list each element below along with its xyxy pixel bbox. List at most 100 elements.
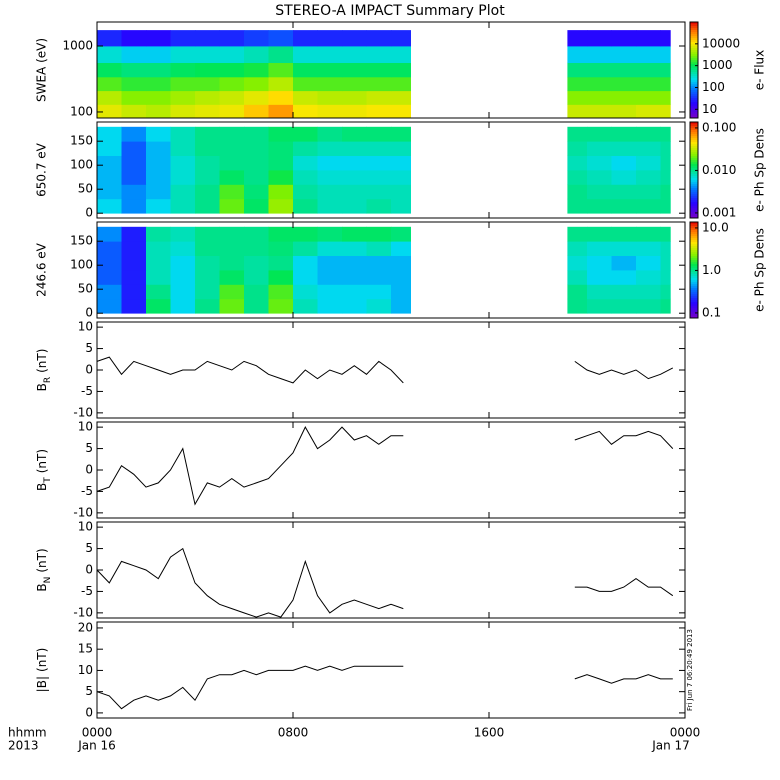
spectrogram-cell <box>342 226 367 242</box>
spectrogram-cell <box>97 104 122 119</box>
spectrogram-cell <box>342 45 367 64</box>
colorbar-segment <box>690 288 698 291</box>
spectrogram-cell <box>244 76 269 92</box>
spectrogram-cell <box>219 198 245 214</box>
spectrogram-cell <box>97 198 122 214</box>
spectrogram-cell <box>195 298 220 314</box>
colorbar-segment <box>690 316 698 319</box>
colorbar-segment <box>690 268 698 271</box>
colorbar-segment <box>690 230 698 233</box>
spectrogram-cell <box>636 226 661 242</box>
colorbar-segment <box>690 114 698 117</box>
colorbar-segment <box>690 86 698 89</box>
spectrogram-cell <box>366 226 392 242</box>
colorbar-segment <box>690 282 698 285</box>
colorbar-segment <box>690 244 698 247</box>
spectrogram-cell <box>567 104 588 119</box>
colorbar-segment <box>690 194 698 197</box>
spectrogram-cell <box>567 198 588 214</box>
colorbar-segment <box>690 296 698 299</box>
spectrogram-cell <box>293 104 318 119</box>
y-tick-label: 10 <box>78 320 93 334</box>
spectrogram-cell <box>268 298 294 314</box>
spectrogram-cell <box>170 270 196 285</box>
spectrogram-cell <box>611 270 637 285</box>
colorbar-segment <box>690 104 698 107</box>
spectrogram-cell <box>366 298 392 314</box>
colorbar-segment <box>690 178 698 181</box>
spectrogram-cell <box>268 141 294 156</box>
y-axis-label-unit: (nT) <box>35 648 49 672</box>
spectrogram-cell <box>317 226 343 242</box>
spectrogram-cell <box>366 90 392 105</box>
spectrogram-cell <box>146 270 171 285</box>
data-line <box>96 665 673 710</box>
spectrogram-cell <box>636 155 661 171</box>
spectrogram-cell <box>219 30 245 47</box>
colorbar-segment <box>690 204 698 207</box>
spectrogram-cell <box>567 45 588 64</box>
spectrogram-cell <box>146 170 171 185</box>
spectrogram-cell <box>268 198 294 214</box>
spectrogram-cell <box>567 90 588 105</box>
spectrogram-cell <box>587 270 612 285</box>
spectrogram-cell <box>567 255 588 271</box>
spectrogram-cell <box>268 104 294 119</box>
x-date-label: Jan 16 <box>77 739 116 753</box>
spectrogram-cell <box>391 184 411 200</box>
spectrogram-cell <box>567 30 588 47</box>
colorbar-segment <box>690 54 698 57</box>
spectrogram-cell <box>391 170 411 185</box>
spectrogram-cell <box>170 90 196 105</box>
spectrogram-cell <box>195 90 220 105</box>
y-tick-label: 100 <box>70 104 93 118</box>
spectrogram-cell <box>567 126 588 142</box>
y-axis-label: BT (nT) <box>35 449 53 491</box>
spectrogram-cell <box>293 270 318 285</box>
spectrogram-cell <box>244 126 269 142</box>
y-axis-label-sub: T <box>43 477 53 484</box>
spectrogram-cell <box>391 90 411 105</box>
spectrogram-cell <box>366 170 392 185</box>
spectrogram-cell <box>391 255 411 271</box>
spectrogram-cell <box>587 76 612 92</box>
spectrogram-cell <box>244 241 269 256</box>
spectrogram-cell <box>244 155 269 171</box>
spectrogram-cell <box>587 298 612 314</box>
spectrogram-cell <box>170 284 196 300</box>
y-tick-label: 0 <box>85 563 93 577</box>
spectrogram-cell <box>244 255 269 271</box>
spectrogram-cell <box>611 298 637 314</box>
y-axis-label: SWEA (eV) <box>35 38 49 102</box>
spectrogram-cell <box>636 76 661 92</box>
spectrogram-cell <box>97 126 122 142</box>
spectrogram-cell <box>244 284 269 300</box>
colorbar-segment <box>690 158 698 161</box>
colorbar-segment <box>690 304 698 307</box>
spectrogram-cell <box>366 141 392 156</box>
spectrogram-cell <box>391 270 411 285</box>
colorbar-segment <box>690 298 698 301</box>
spectrogram-cell <box>293 45 318 64</box>
spectrogram-cell <box>636 170 661 185</box>
spectrogram-cell <box>317 284 343 300</box>
panel-frame <box>96 21 686 119</box>
spectrogram-cell <box>587 284 612 300</box>
colorbar-segment <box>690 142 698 145</box>
spectrogram-cell <box>391 30 411 47</box>
colorbar-segment <box>690 266 698 269</box>
spectrogram-cell <box>121 284 147 300</box>
colorbar-segment <box>690 98 698 101</box>
spectrogram-cell <box>268 184 294 200</box>
spectrogram-cell <box>660 62 671 78</box>
spectrogram-cell <box>268 155 294 171</box>
spectrogram-cell <box>121 184 147 200</box>
spectrogram-cell <box>391 226 411 242</box>
spectrogram-cell <box>587 155 612 171</box>
spectrogram-cell <box>121 298 147 314</box>
spectrogram-cell <box>293 198 318 214</box>
spectrogram-cell <box>121 226 147 242</box>
spectrogram-cell <box>244 104 269 119</box>
spectrogram-cell <box>195 104 220 119</box>
colorbar-segment <box>690 180 698 183</box>
